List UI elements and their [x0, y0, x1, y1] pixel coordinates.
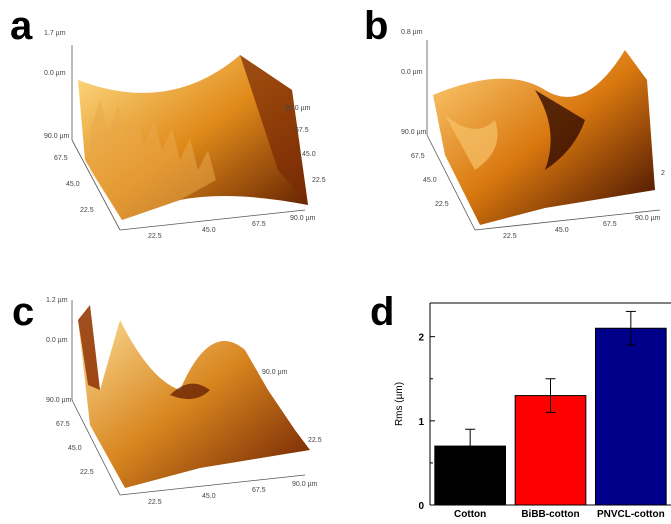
z-tick-top: 1.2 µm — [46, 297, 68, 304]
r-tick-1: 90.0 µm — [262, 369, 288, 376]
panel-letter-d: d — [370, 290, 395, 334]
y-tick-label: 0 — [418, 501, 424, 512]
x-tick-4: 90.0 µm — [635, 215, 661, 222]
y-tick-1: 90.0 µm — [401, 129, 427, 136]
z-tick-mid: 0.0 µm — [46, 337, 68, 344]
y-axis-label: Rms (µm) — [394, 382, 405, 426]
y-tick-label: 1 — [418, 417, 424, 428]
bar-bibb-cotton — [514, 395, 587, 506]
x-tick-3: 67.5 — [603, 221, 617, 228]
r-tick-1: 90.0 µm — [285, 105, 311, 112]
r-tick-2: 22.5 — [308, 437, 322, 444]
x-tick-2: 45.0 — [555, 227, 569, 234]
category-label: BiBB-cotton — [521, 509, 579, 519]
panel-letter-b: b — [364, 4, 389, 48]
afm-panel-c: 1.2 µm 0.0 µm 90.0 µm 67.5 45.0 22.5 22.… — [30, 290, 340, 519]
afm-panel-b: 0.8 µm 0.0 µm 90.0 µm 67.5 45.0 22.5 22.… — [385, 20, 671, 250]
z-tick-mid: 0.0 µm — [44, 70, 66, 77]
panel-letter-c: c — [12, 290, 35, 334]
y-tick-label: 2 — [418, 333, 424, 344]
r-tick-4: 22.5 — [312, 177, 326, 184]
bar-chart-d: 0 1 2 Cotton BiBB-cotton PNVCL-cotton Rms (µ… — [350, 295, 671, 524]
y-tick-3: 45.0 — [66, 181, 80, 188]
x-axis — [474, 209, 661, 231]
y-axis — [71, 399, 121, 496]
panel-letter-a: a — [10, 4, 33, 48]
x-tick-4: 90.0 µm — [292, 481, 318, 488]
surface-ridge — [445, 115, 498, 170]
y-axis — [426, 134, 476, 231]
surface — [433, 50, 655, 225]
x-tick-1: 22.5 — [503, 233, 517, 240]
afm-panel-a: 1.7 µm 0.0 µm 90.0 µm 67.5 45.0 22.5 22.… — [30, 20, 340, 250]
x-tick-1: 22.5 — [148, 233, 162, 240]
category-label: PNVCL-cotton — [597, 509, 665, 519]
x-tick-2: 45.0 — [202, 227, 216, 234]
z-tick-mid: 0.0 µm — [401, 69, 423, 76]
y-tick-3: 45.0 — [423, 177, 437, 184]
x-tick-3: 67.5 — [252, 221, 266, 228]
r-tick-3: 45.0 — [302, 151, 316, 158]
r-tick-1: 2 — [661, 170, 665, 177]
y-tick-1: 90.0 µm — [46, 397, 72, 404]
z-tick-top: 0.8 µm — [401, 29, 423, 36]
surface-valley — [535, 90, 585, 170]
y-tick-4: 22.5 — [80, 469, 94, 476]
x-tick-1: 22.5 — [148, 499, 162, 506]
bar-pnvcl-cotton — [594, 327, 667, 506]
surface-spikes — [90, 100, 216, 220]
surface-peak — [78, 305, 100, 390]
x-axis — [119, 474, 306, 496]
category-label: Cotton — [454, 509, 486, 519]
x-tick-4: 90.0 µm — [290, 215, 316, 222]
x-axis — [119, 209, 306, 231]
surface-valley — [170, 383, 210, 399]
surface-shadow — [240, 55, 308, 205]
x-tick-3: 67.5 — [252, 487, 266, 494]
y-tick-2: 67.5 — [54, 155, 68, 162]
y-tick-2: 67.5 — [411, 153, 425, 160]
y-axis — [71, 139, 121, 231]
y-tick-3: 45.0 — [68, 445, 82, 452]
r-tick-2: 67.5 — [295, 127, 309, 134]
x-tick-2: 45.0 — [202, 493, 216, 500]
y-tick-4: 22.5 — [80, 207, 94, 214]
z-tick-top: 1.7 µm — [44, 30, 66, 37]
y-tick-2: 67.5 — [56, 421, 70, 428]
y-tick-1: 90.0 µm — [44, 133, 70, 140]
y-tick-4: 22.5 — [435, 201, 449, 208]
